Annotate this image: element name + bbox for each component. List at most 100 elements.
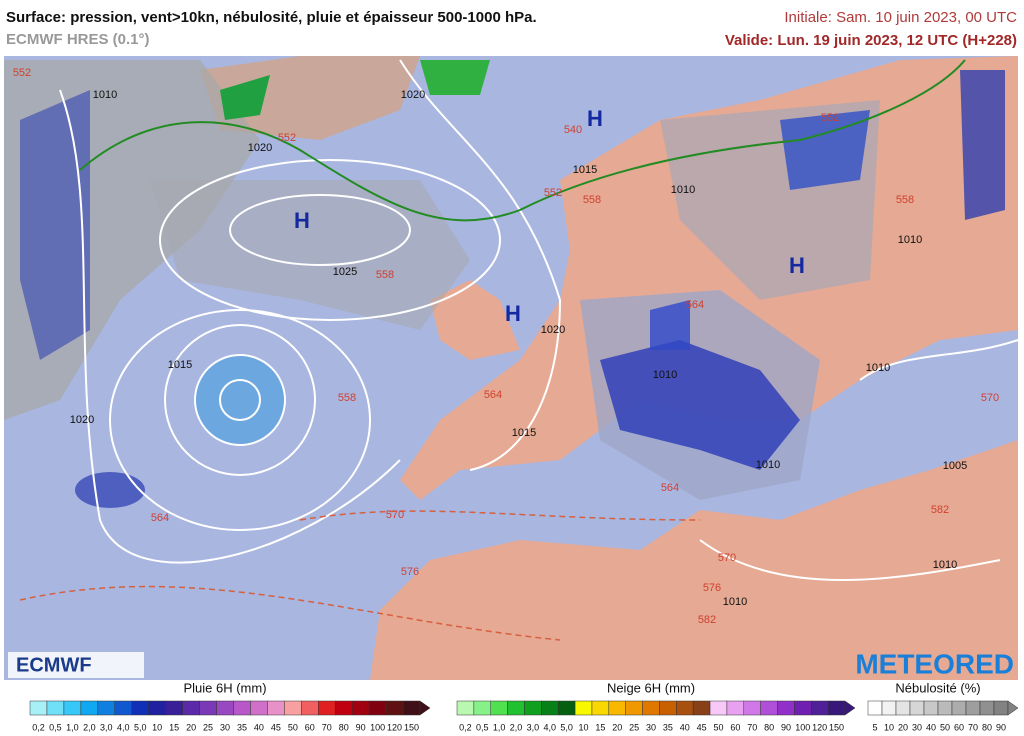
legend-swatch xyxy=(659,700,677,716)
isobar-label: 1010 xyxy=(898,234,922,246)
legend-tick-label: 4,0 xyxy=(117,722,130,732)
thickness-lines xyxy=(19,510,701,641)
thickness-label: 582 xyxy=(931,504,949,516)
isobar-label: 1020 xyxy=(70,414,94,426)
legend-swatch xyxy=(301,700,319,716)
legend-swatch xyxy=(951,700,967,716)
isobar-label: 1015 xyxy=(512,427,536,439)
legend-tick-label: 5,0 xyxy=(134,722,147,732)
legend-title: Neige 6H (mm) xyxy=(607,680,695,695)
rain xyxy=(75,472,145,508)
legend-swatch xyxy=(867,700,883,716)
isobars xyxy=(59,59,1019,581)
legend-swatch xyxy=(284,700,302,716)
legend-tick-label: 3,0 xyxy=(527,722,540,732)
legend-tick-label: 35 xyxy=(237,722,247,732)
legend-swatch xyxy=(811,700,829,716)
map: 552 1010 1020 552 1020 540 H 1015 552 558 1010 552 5… xyxy=(4,56,1019,680)
thickness-label: 558 xyxy=(338,392,356,404)
legend-tick-label: 90 xyxy=(356,722,366,732)
header: Surface: pression, vent>10kn, nébulosité… xyxy=(6,9,1017,49)
legend-tick-label: 30 xyxy=(912,722,922,732)
model: ECMWF HRES (0.1°) xyxy=(6,31,150,48)
legend-swatch xyxy=(456,700,475,716)
isobar-label: 1010 xyxy=(756,459,780,471)
cloud-cover xyxy=(150,180,470,330)
legend-tick-label: 70 xyxy=(968,722,978,732)
rain xyxy=(600,340,800,470)
isobar-label: 1010 xyxy=(93,89,117,101)
legend-swatch xyxy=(794,700,812,716)
legends: Pluie 6H (mm)0,2 0,5 1,0 2,0 3,0 4,0 5,0 10 15 20… xyxy=(29,680,1019,732)
legend-tick-label: 40 xyxy=(254,722,264,732)
legend-tick-label: 25 xyxy=(203,722,213,732)
high-pressure-label: H xyxy=(505,301,521,326)
legend-swatch xyxy=(351,700,370,716)
legend-title: Nébulosité (%) xyxy=(895,680,980,695)
legend-swatch xyxy=(923,700,939,716)
logo-box xyxy=(8,652,144,678)
legend-tick-label: 20 xyxy=(186,722,196,732)
thickness-label: 564 xyxy=(484,389,502,401)
isobar-label: 1010 xyxy=(723,596,747,608)
legend-tick-label: 1,0 xyxy=(66,722,79,732)
legend-tick-label: 100 xyxy=(795,722,810,732)
isobar-label: 1010 xyxy=(866,362,890,374)
legend-tick-label: 10 xyxy=(579,722,589,732)
thickness-label: 552 xyxy=(13,67,31,79)
legend-swatch xyxy=(165,700,183,716)
legend-swatch xyxy=(216,700,234,716)
rain xyxy=(20,90,90,360)
legend-swatch xyxy=(473,700,491,716)
thickness-label: 564 xyxy=(661,482,679,494)
isobar-label: 1020 xyxy=(248,142,272,154)
valid-time: Valide: Lun. 19 juin 2023, 12 UTC (H+228… xyxy=(725,32,1017,49)
legend-tick-label: 50 xyxy=(288,722,298,732)
legend-swatch xyxy=(114,700,132,716)
isobar-label: 1005 xyxy=(943,460,967,472)
legend-tick-label: 2,0 xyxy=(83,722,96,732)
legend-swatch xyxy=(267,700,285,716)
thickness-label: 570 xyxy=(981,392,999,404)
legend-swatch xyxy=(385,700,404,716)
legend-tick-label: 90 xyxy=(996,722,1006,732)
thickness-label: 576 xyxy=(703,582,721,594)
legend-swatch xyxy=(557,700,576,716)
initial-time: Initiale: Sam. 10 juin 2023, 00 UTC xyxy=(784,9,1017,26)
legend-arrow xyxy=(844,700,856,716)
legend-tick-label: 30 xyxy=(646,722,656,732)
logo-ecmwf: ECMWF xyxy=(16,654,92,676)
legend-tick-label: 50 xyxy=(713,722,723,732)
map-labels: 552 1010 1020 552 1020 540 H 1015 552 558 1010 552 5… xyxy=(13,67,999,626)
legend-swatch xyxy=(909,700,925,716)
legend-swatch xyxy=(182,700,200,716)
title: Surface: pression, vent>10kn, nébulosité… xyxy=(6,9,537,26)
legend-tick-label: 0,5 xyxy=(49,722,62,732)
legend-tick-label: 5 xyxy=(872,722,877,732)
legend-tick-label: 40 xyxy=(926,722,936,732)
legend-tick-label: 80 xyxy=(339,722,349,732)
legend-swatch xyxy=(709,700,728,716)
thickness-label: 564 xyxy=(686,299,704,311)
legend-swatch xyxy=(937,700,953,716)
legend-swatch xyxy=(692,700,711,716)
legend-tick-label: 80 xyxy=(764,722,774,732)
logo-meteored: METEORED xyxy=(855,648,1014,679)
legend-swatch xyxy=(368,700,387,716)
thickness-label: 558 xyxy=(376,269,394,281)
legend-tick-label: 50 xyxy=(940,722,950,732)
legend-swatch xyxy=(574,700,593,716)
legend-swatch xyxy=(881,700,897,716)
legend-arrow xyxy=(419,700,431,716)
legend-swatch xyxy=(46,700,65,716)
legend-swatch xyxy=(402,700,421,716)
legend-tick-label: 15 xyxy=(595,722,605,732)
legend-tick-label: 0,5 xyxy=(476,722,489,732)
thickness-label: 552 xyxy=(544,187,562,199)
rain xyxy=(780,110,870,190)
isobar-label: 1015 xyxy=(573,164,597,176)
legend-swatch xyxy=(993,700,1009,716)
thickness-label: 570 xyxy=(386,509,404,521)
legend-tick-label: 150 xyxy=(404,722,419,732)
